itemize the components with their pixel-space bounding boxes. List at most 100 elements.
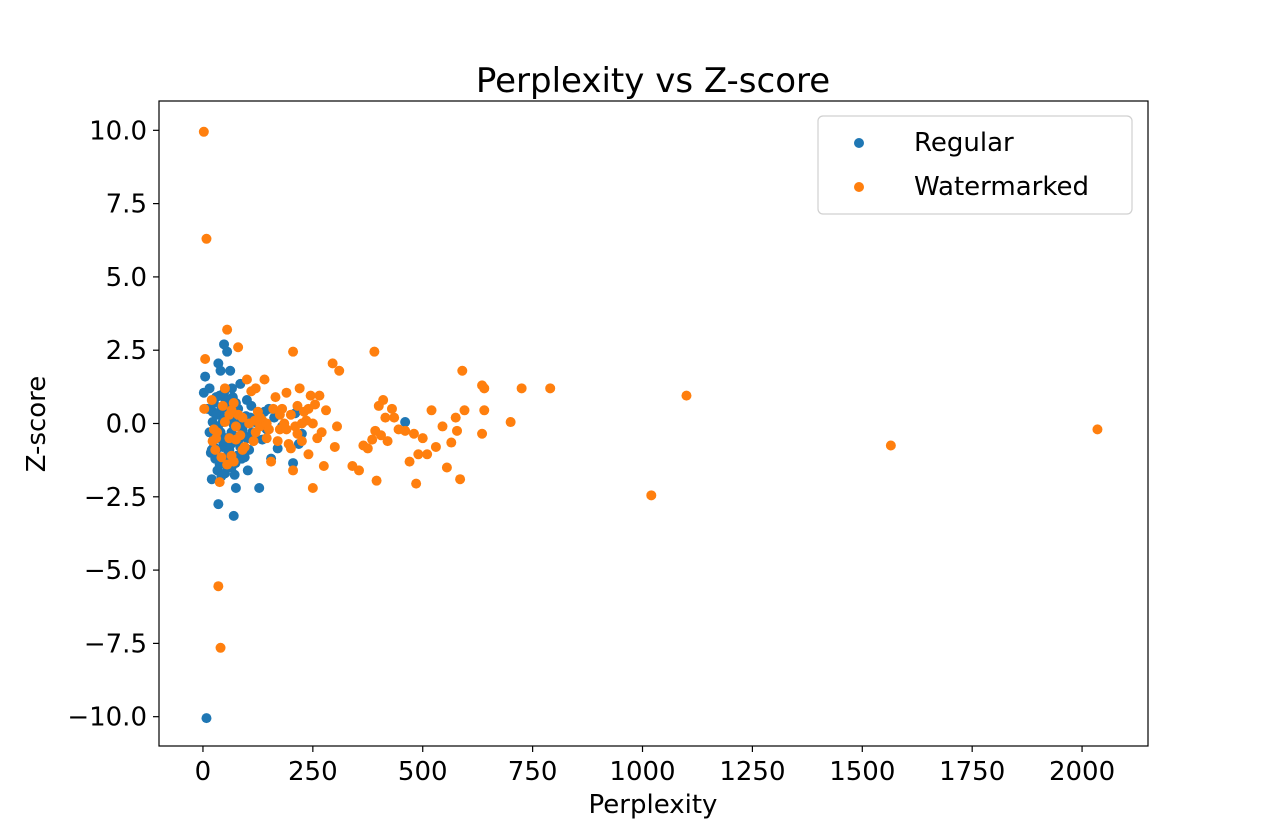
data-point — [457, 365, 468, 376]
data-point — [222, 346, 233, 357]
data-point — [303, 449, 314, 460]
data-point — [259, 374, 270, 385]
data-point — [199, 403, 210, 414]
x-tick-label: 1000 — [609, 757, 675, 787]
data-point — [305, 390, 316, 401]
data-point — [404, 456, 415, 467]
x-tick-label: 1250 — [719, 757, 785, 787]
data-point — [214, 390, 225, 401]
data-point — [270, 392, 281, 403]
data-point — [217, 400, 228, 411]
data-point — [233, 342, 244, 353]
data-point — [249, 415, 260, 426]
data-point — [1092, 424, 1103, 435]
data-point — [268, 403, 279, 414]
data-point — [430, 441, 441, 452]
data-point — [296, 418, 307, 429]
data-point — [307, 418, 318, 429]
data-point — [380, 412, 391, 423]
y-tick-label: −2.5 — [84, 483, 147, 513]
points-layer — [198, 126, 1103, 724]
data-point — [307, 483, 318, 493]
x-tick-label: 1750 — [939, 757, 1005, 787]
data-point — [516, 383, 527, 394]
data-point — [296, 436, 307, 447]
chart-title: Perplexity vs Z-score — [476, 61, 830, 101]
data-point — [237, 412, 248, 423]
legend-marker-regular — [854, 138, 864, 148]
data-point — [646, 490, 657, 501]
data-point — [285, 409, 296, 420]
data-point — [228, 510, 239, 521]
data-point — [215, 365, 226, 376]
data-point — [274, 409, 285, 420]
data-point — [241, 374, 252, 385]
data-point — [314, 390, 325, 401]
data-point — [213, 581, 224, 592]
data-point — [455, 474, 466, 485]
data-point — [200, 371, 211, 382]
data-point — [505, 417, 516, 428]
y-tick-label: −10.0 — [67, 703, 147, 733]
data-point — [219, 417, 230, 428]
data-point — [211, 409, 222, 420]
data-point — [375, 430, 386, 441]
data-point — [248, 436, 259, 447]
data-point — [230, 421, 241, 432]
x-tick-label: 750 — [508, 757, 558, 787]
x-tick-label: 0 — [195, 757, 212, 787]
data-point — [437, 421, 448, 432]
data-point — [285, 443, 296, 454]
data-point — [224, 433, 235, 444]
data-point — [459, 405, 470, 416]
data-point — [254, 483, 265, 493]
data-point — [316, 427, 327, 438]
data-point — [400, 425, 411, 436]
data-point — [250, 383, 261, 394]
data-point — [230, 483, 241, 493]
data-point — [441, 462, 452, 473]
data-point — [206, 474, 217, 485]
data-point — [207, 436, 218, 447]
data-point — [272, 443, 283, 454]
data-point — [371, 475, 382, 486]
data-point — [272, 436, 283, 447]
data-point — [237, 444, 248, 455]
y-tick-label: 0.0 — [106, 410, 147, 440]
data-point — [229, 469, 240, 480]
x-tick-label: 250 — [288, 757, 338, 787]
data-point — [450, 412, 461, 423]
x-tick-label: 2000 — [1049, 757, 1115, 787]
legend-marker-watermarked — [854, 182, 864, 192]
data-point — [215, 642, 226, 653]
series-watermarked — [198, 126, 1103, 653]
data-point — [354, 465, 364, 476]
data-point — [885, 440, 896, 451]
data-point — [452, 425, 463, 436]
data-point — [201, 713, 212, 724]
data-point — [426, 405, 437, 416]
data-point — [261, 433, 272, 444]
data-point — [219, 383, 230, 394]
data-point — [477, 428, 488, 439]
data-point — [288, 465, 299, 476]
data-point — [204, 383, 215, 394]
legend-box — [817, 115, 1133, 215]
data-point — [400, 417, 411, 428]
data-point — [382, 436, 393, 447]
y-axis-ticks: −10.0 −7.5 −5.0 −2.5 0.0 2.5 5.0 7.5 10.0 — [67, 116, 159, 733]
data-point — [266, 456, 277, 467]
data-point — [681, 390, 692, 401]
data-point — [281, 424, 292, 435]
data-point — [242, 465, 253, 476]
data-point — [362, 443, 373, 454]
data-point — [246, 400, 257, 411]
legend: Regular Watermarked — [817, 115, 1133, 215]
data-point — [201, 233, 212, 244]
data-point — [334, 365, 345, 376]
data-point — [210, 444, 221, 455]
data-point — [222, 324, 233, 335]
data-point — [216, 452, 227, 463]
data-point — [389, 412, 400, 423]
x-axis-ticks: 0 250 500 750 1000 1250 1500 1750 2000 — [195, 746, 1115, 787]
